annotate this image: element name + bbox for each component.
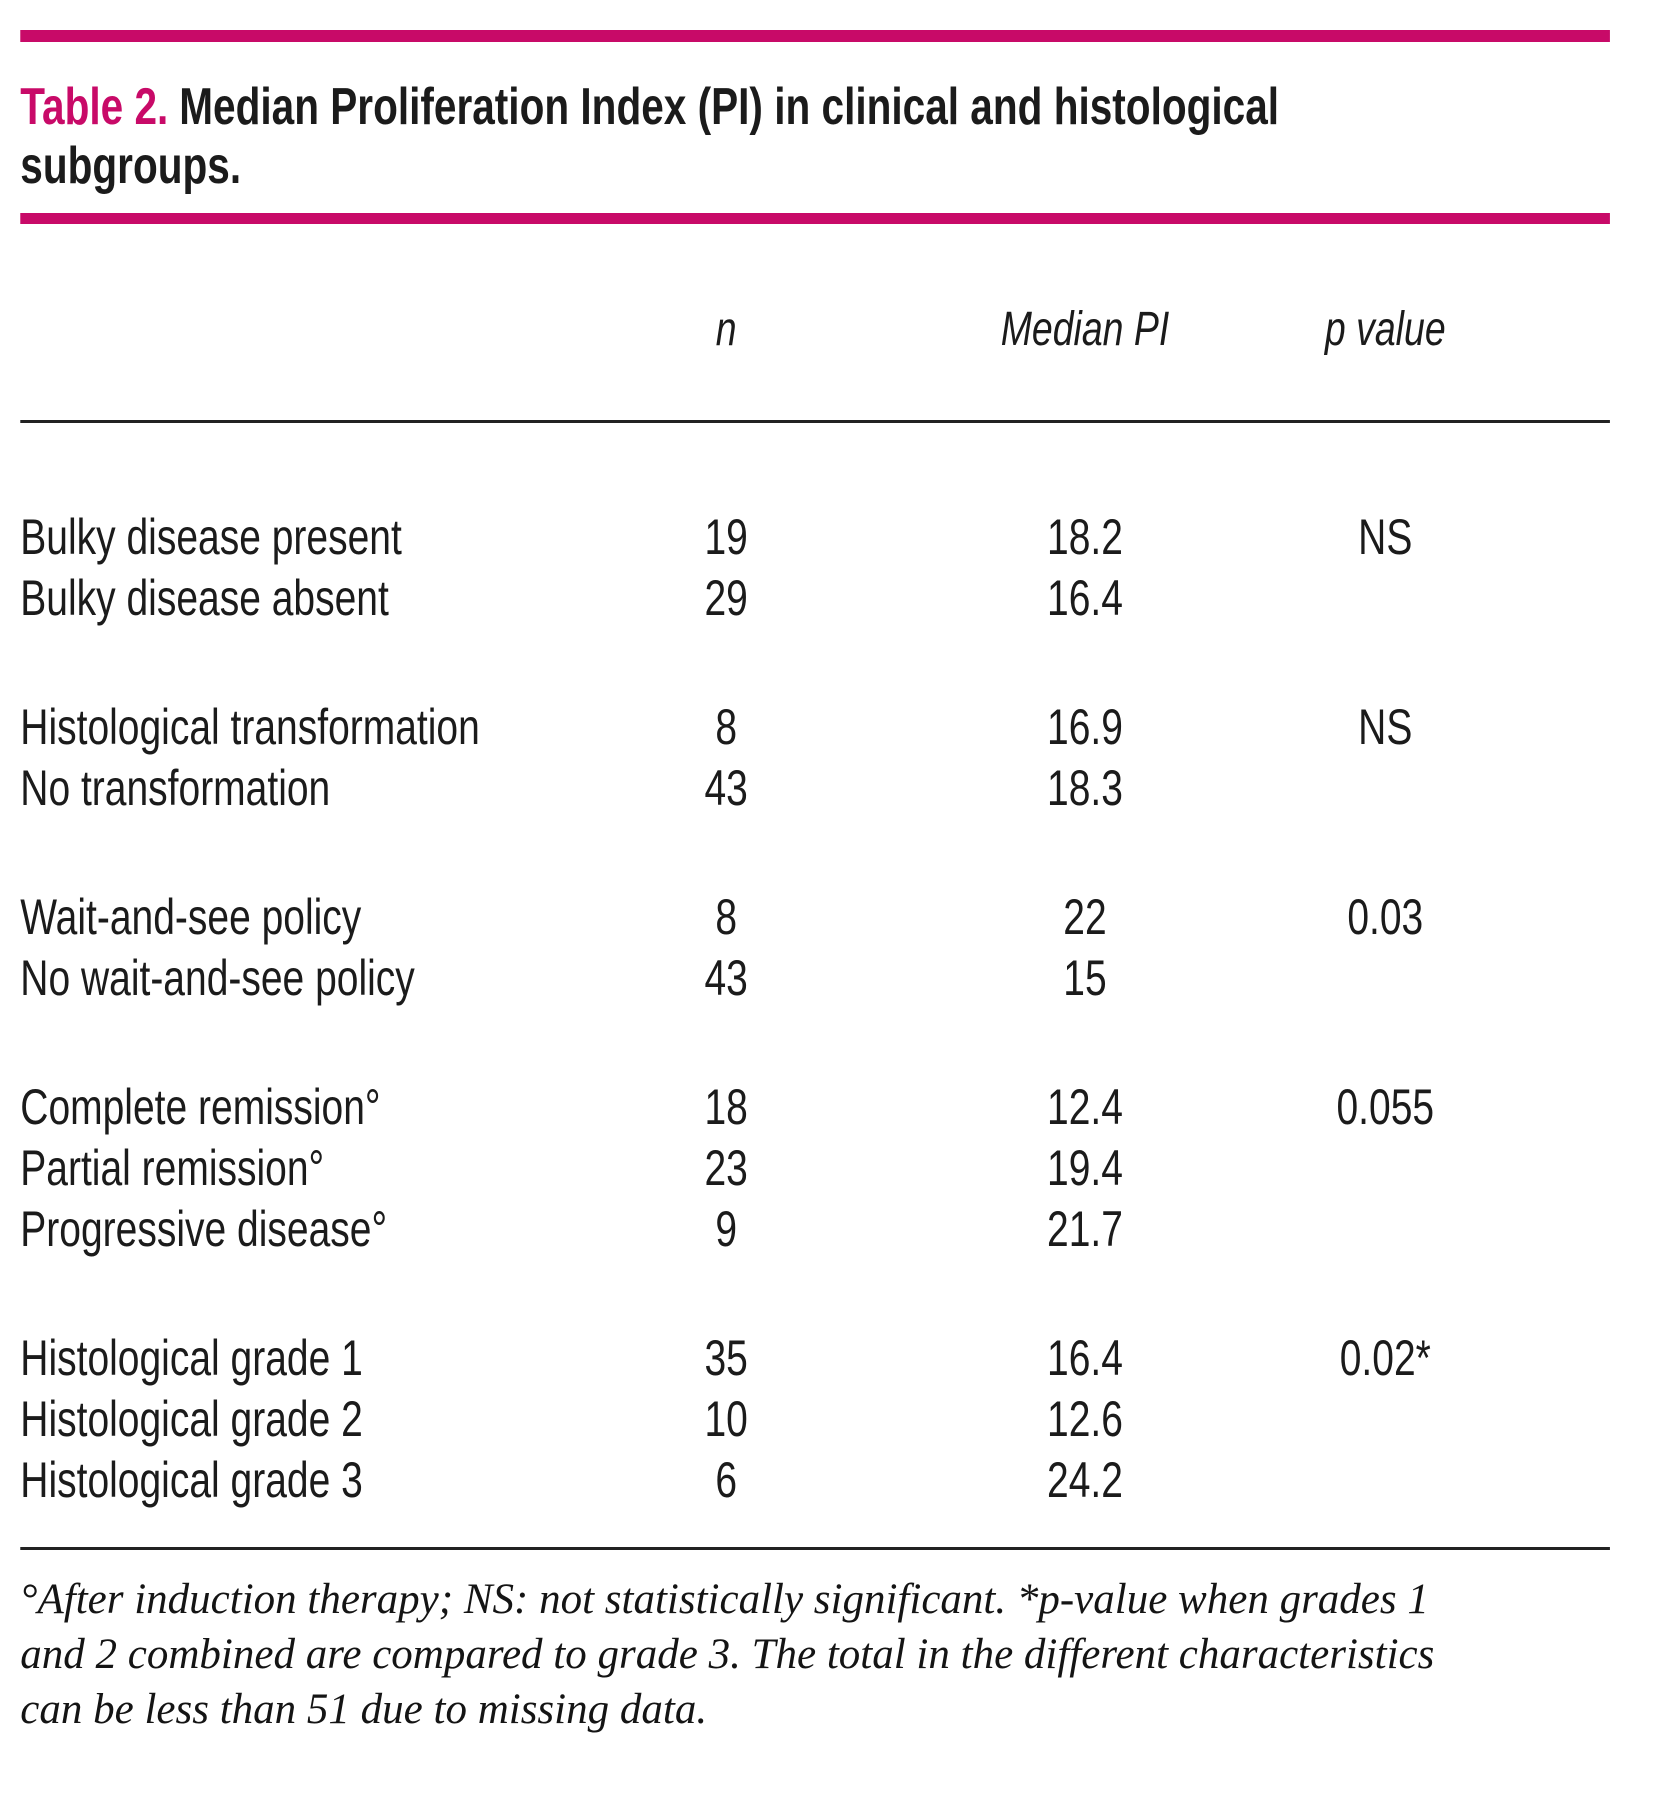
row-group-remission: Complete remission° 18 12.4 0.055 Partia… (0, 1077, 1655, 1260)
footnote-line: and 2 combined are compared to grade 3. … (20, 1631, 1435, 1678)
table-title-line2: subgroups. (20, 137, 242, 195)
row-label: No wait-and-see policy (20, 950, 415, 1006)
table-title: Table 2. Median Proliferation Index (PI) … (20, 78, 1627, 196)
cell-median-pi: 16.4 (1047, 570, 1123, 626)
table-row: Histological grade 3 6 24.2 (0, 1450, 1655, 1511)
cell-n: 23 (704, 1140, 748, 1196)
cell-median-pi: 18.2 (1047, 509, 1123, 565)
table-row: Partial remission° 23 19.4 (0, 1138, 1655, 1199)
cell-n: 6 (715, 1452, 738, 1508)
cell-n: 29 (704, 570, 748, 626)
table-canvas: Table 2. Median Proliferation Index (PI) … (0, 30, 1655, 1737)
cell-p-value (1253, 1199, 1518, 1260)
cell-n: 43 (704, 950, 748, 1006)
row-group-bulky-disease: Bulky disease present 19 18.2 NS Bulky d… (0, 507, 1655, 629)
row-label: Histological grade 3 (20, 1452, 363, 1508)
cell-p-value: NS (1358, 699, 1413, 755)
cell-p-value (1253, 1450, 1518, 1511)
cell-n: 8 (715, 889, 738, 945)
cell-p-value (1253, 1138, 1518, 1199)
cell-n: 8 (715, 699, 738, 755)
footnote-line: °After induction therapy; NS: not statis… (20, 1576, 1429, 1623)
cell-n: 43 (704, 760, 748, 816)
table-row: Bulky disease absent 29 16.4 (0, 568, 1655, 629)
table-row: Bulky disease present 19 18.2 NS (0, 507, 1655, 568)
table-row: Histological grade 1 35 16.4 0.02* (0, 1328, 1655, 1389)
cell-median-pi: 16.9 (1047, 699, 1123, 755)
row-label: Histological grade 1 (20, 1330, 363, 1386)
cell-median-pi: 12.4 (1047, 1079, 1123, 1135)
row-label: Wait-and-see policy (20, 889, 362, 945)
cell-p-value: NS (1358, 509, 1413, 565)
table-row: Histological transformation 8 16.9 NS (0, 697, 1655, 758)
cell-median-pi: 15 (1063, 950, 1107, 1006)
title-bottom-accent-bar (20, 213, 1610, 224)
cell-median-pi: 16.4 (1047, 1330, 1123, 1386)
cell-p-value (1253, 1389, 1518, 1450)
column-header-row: n Median PI p value (0, 304, 1655, 356)
table-row: No transformation 43 18.3 (0, 758, 1655, 819)
table-header-rule (20, 420, 1610, 423)
row-label: Histological grade 2 (20, 1391, 363, 1447)
cell-n: 18 (704, 1079, 748, 1135)
table-footer-rule (20, 1547, 1610, 1550)
column-header-blank (20, 304, 535, 356)
table-row: Progressive disease° 9 21.7 (0, 1199, 1655, 1260)
column-header-median-pi: Median PI (1000, 303, 1170, 356)
cell-median-pi: 12.6 (1047, 1391, 1123, 1447)
row-label: Progressive disease° (20, 1201, 388, 1257)
row-group-histological-grade: Histological grade 1 35 16.4 0.02* Histo… (0, 1328, 1655, 1511)
row-label: Partial remission° (20, 1140, 325, 1196)
column-header-n: n (715, 303, 737, 356)
cell-n: 10 (704, 1391, 748, 1447)
cell-n: 35 (704, 1330, 748, 1386)
cell-p-value (1253, 758, 1518, 819)
row-group-wait-and-see: Wait-and-see policy 8 22 0.03 No wait-an… (0, 887, 1655, 1009)
column-header-p-value: p value (1324, 303, 1446, 356)
cell-median-pi: 22 (1063, 889, 1107, 945)
cell-n: 9 (715, 1201, 738, 1257)
cell-n: 19 (704, 509, 748, 565)
cell-p-value: 0.02* (1339, 1330, 1431, 1386)
top-accent-bar (20, 30, 1610, 42)
table-row: No wait-and-see policy 43 15 (0, 948, 1655, 1009)
row-group-transformation: Histological transformation 8 16.9 NS No… (0, 697, 1655, 819)
row-label: Bulky disease present (20, 509, 402, 565)
cell-p-value (1253, 568, 1518, 629)
cell-median-pi: 24.2 (1047, 1452, 1123, 1508)
table-body: Bulky disease present 19 18.2 NS Bulky d… (0, 507, 1655, 1511)
table-row: Histological grade 2 10 12.6 (0, 1389, 1655, 1450)
table-number-label: Table 2. (20, 78, 169, 136)
cell-median-pi: 21.7 (1047, 1201, 1123, 1257)
row-label: Histological transformation (20, 699, 480, 755)
cell-median-pi: 18.3 (1047, 760, 1123, 816)
table-row: Wait-and-see policy 8 22 0.03 (0, 887, 1655, 948)
cell-p-value (1253, 948, 1518, 1009)
footnote: °After induction therapy; NS: not statis… (20, 1572, 1610, 1737)
cell-p-value: 0.03 (1347, 889, 1424, 945)
row-label: Bulky disease absent (20, 570, 389, 626)
cell-median-pi: 19.4 (1047, 1140, 1123, 1196)
footnote-line: can be less than 51 due to missing data. (20, 1686, 708, 1733)
row-label: No transformation (20, 760, 331, 816)
row-label: Complete remission° (20, 1079, 381, 1135)
table-title-line1: Median Proliferation Index (PI) in clini… (179, 78, 1280, 136)
cell-p-value: 0.055 (1336, 1079, 1435, 1135)
table-row: Complete remission° 18 12.4 0.055 (0, 1077, 1655, 1138)
